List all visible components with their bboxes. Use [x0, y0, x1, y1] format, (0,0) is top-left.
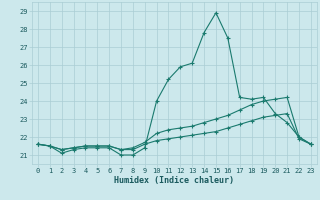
X-axis label: Humidex (Indice chaleur): Humidex (Indice chaleur)	[115, 176, 234, 185]
